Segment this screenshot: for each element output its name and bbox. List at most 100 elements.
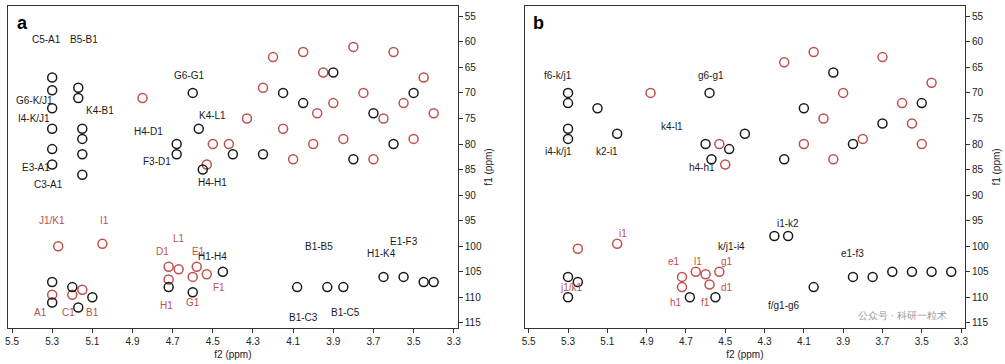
svg-text:g1: g1 — [721, 256, 733, 267]
svg-text:h4-h1: h4-h1 — [689, 162, 715, 173]
svg-text:i1: i1 — [619, 228, 627, 239]
svg-text:B1: B1 — [86, 307, 99, 318]
svg-text:C5-A1: C5-A1 — [32, 34, 61, 45]
svg-text:4.3: 4.3 — [758, 336, 772, 347]
svg-text:75: 75 — [972, 113, 984, 124]
svg-text:f2 (ppm): f2 (ppm) — [214, 349, 251, 360]
svg-text:H1-H4: H1-H4 — [198, 251, 227, 262]
svg-text:3.9: 3.9 — [836, 336, 850, 347]
svg-text:g6-g1: g6-g1 — [698, 70, 724, 81]
svg-text:G6-K/J1: G6-K/J1 — [16, 95, 53, 106]
svg-text:L1: L1 — [173, 233, 185, 244]
svg-text:J1/K1: J1/K1 — [39, 215, 65, 226]
svg-text:I1: I1 — [100, 215, 109, 226]
svg-text:110: 110 — [972, 292, 988, 303]
svg-text:5.3: 5.3 — [45, 336, 59, 347]
svg-text:4.7: 4.7 — [679, 336, 693, 347]
svg-text:B1-C5: B1-C5 — [331, 307, 360, 318]
svg-text:3.9: 3.9 — [326, 336, 340, 347]
svg-text:110: 110 — [465, 292, 481, 303]
svg-text:E3-A1: E3-A1 — [22, 162, 50, 173]
svg-text:105: 105 — [465, 266, 482, 277]
svg-text:65: 65 — [465, 62, 477, 73]
svg-text:75: 75 — [465, 113, 477, 124]
svg-text:f1 (ppm): f1 (ppm) — [483, 148, 494, 185]
svg-text:4.7: 4.7 — [166, 336, 180, 347]
svg-text:105: 105 — [972, 266, 989, 277]
svg-text:B1-B5: B1-B5 — [305, 241, 333, 252]
svg-text:3.3: 3.3 — [447, 336, 461, 347]
svg-text:C1: C1 — [62, 307, 75, 318]
svg-text:115: 115 — [972, 317, 988, 328]
svg-text:3.5: 3.5 — [407, 336, 421, 347]
svg-text:65: 65 — [972, 62, 984, 73]
svg-text:4.1: 4.1 — [797, 336, 811, 347]
svg-text:K4-L1: K4-L1 — [199, 110, 226, 121]
svg-text:E1: E1 — [192, 246, 205, 257]
svg-text:f/g1-g6: f/g1-g6 — [768, 300, 800, 311]
svg-text:i4-k/j1: i4-k/j1 — [545, 146, 572, 157]
svg-text:70: 70 — [465, 87, 477, 98]
svg-text:4.9: 4.9 — [126, 336, 140, 347]
svg-text:a: a — [17, 13, 28, 33]
svg-text:公众号 · 科研一粒术: 公众号 · 科研一粒术 — [858, 310, 947, 321]
svg-text:60: 60 — [972, 36, 984, 47]
svg-text:i1-k2: i1-k2 — [777, 218, 799, 229]
svg-text:G6-G1: G6-G1 — [174, 70, 204, 81]
svg-text:100: 100 — [465, 241, 482, 252]
svg-text:90: 90 — [972, 190, 984, 201]
svg-text:5.1: 5.1 — [600, 336, 614, 347]
svg-text:70: 70 — [972, 87, 984, 98]
svg-text:C3-A1: C3-A1 — [34, 179, 63, 190]
svg-text:d1: d1 — [721, 282, 733, 293]
svg-text:H1: H1 — [160, 300, 173, 311]
svg-text:4.5: 4.5 — [718, 336, 732, 347]
svg-text:f1 (ppm): f1 (ppm) — [991, 148, 1002, 185]
svg-text:F1: F1 — [213, 282, 225, 293]
svg-text:B1-C3: B1-C3 — [289, 312, 318, 323]
svg-text:e1-f3: e1-f3 — [841, 248, 864, 259]
svg-text:E1-F3: E1-F3 — [390, 236, 418, 247]
svg-text:B5-B1: B5-B1 — [70, 34, 98, 45]
svg-text:e1: e1 — [668, 256, 680, 267]
svg-text:3.3: 3.3 — [954, 336, 968, 347]
svg-text:4.1: 4.1 — [286, 336, 300, 347]
svg-text:f6-k/j1: f6-k/j1 — [544, 70, 572, 81]
svg-text:H4-D1: H4-D1 — [134, 126, 163, 137]
svg-text:85: 85 — [465, 164, 477, 175]
svg-text:100: 100 — [972, 241, 989, 252]
svg-text:h1: h1 — [670, 297, 682, 308]
svg-text:55: 55 — [972, 11, 984, 22]
svg-text:4.9: 4.9 — [640, 336, 654, 347]
svg-text:3.5: 3.5 — [915, 336, 929, 347]
svg-text:3.7: 3.7 — [366, 336, 380, 347]
svg-text:j1/k1: j1/k1 — [560, 282, 583, 293]
svg-text:b: b — [533, 13, 544, 33]
svg-text:60: 60 — [465, 36, 477, 47]
svg-text:H4-H1: H4-H1 — [198, 177, 227, 188]
svg-text:80: 80 — [465, 139, 477, 150]
svg-text:f1: f1 — [701, 297, 710, 308]
svg-text:115: 115 — [465, 317, 481, 328]
svg-text:k2-i1: k2-i1 — [596, 146, 618, 157]
svg-text:5.1: 5.1 — [85, 336, 99, 347]
svg-text:85: 85 — [972, 164, 984, 175]
svg-text:f2 (ppm): f2 (ppm) — [726, 349, 763, 360]
svg-text:A1: A1 — [34, 307, 47, 318]
svg-text:80: 80 — [972, 139, 984, 150]
svg-text:5.5: 5.5 — [522, 336, 536, 347]
svg-text:G1: G1 — [186, 297, 200, 308]
svg-text:D1: D1 — [156, 246, 169, 257]
svg-text:K4-B1: K4-B1 — [86, 105, 114, 116]
svg-text:5.5: 5.5 — [5, 336, 19, 347]
svg-text:F3-D1: F3-D1 — [143, 156, 171, 167]
svg-text:k/j1-i4: k/j1-i4 — [718, 241, 745, 252]
svg-text:I4-K/J1: I4-K/J1 — [18, 113, 50, 124]
svg-text:95: 95 — [465, 215, 477, 226]
svg-text:4.5: 4.5 — [206, 336, 220, 347]
svg-text:3.7: 3.7 — [876, 336, 890, 347]
svg-text:90: 90 — [465, 190, 477, 201]
svg-text:4.3: 4.3 — [246, 336, 260, 347]
svg-text:5.3: 5.3 — [561, 336, 575, 347]
svg-text:l1: l1 — [694, 256, 702, 267]
